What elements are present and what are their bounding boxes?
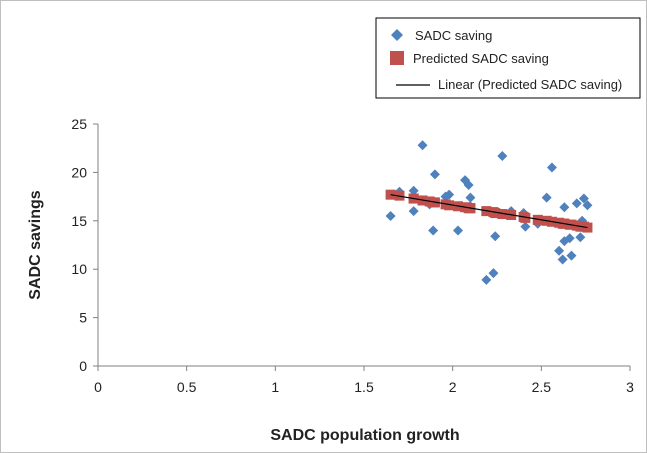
data-point-sadc-saving bbox=[575, 232, 586, 243]
legend: SADC saving Predicted SADC saving Linear… bbox=[375, 17, 641, 99]
legend-label-sadc-saving: SADC saving bbox=[415, 28, 492, 43]
axes bbox=[97, 124, 630, 367]
data-point-predicted-sadc-saving bbox=[444, 200, 455, 211]
data-point-predicted-sadc-saving bbox=[497, 209, 508, 220]
legend-label-trendline: Linear (Predicted SADC saving) bbox=[438, 77, 622, 92]
data-point-sadc-saving bbox=[582, 200, 593, 211]
data-point-sadc-saving bbox=[566, 250, 577, 261]
data-point-sadc-saving bbox=[554, 245, 565, 256]
x-tick-label: 0 bbox=[94, 379, 102, 395]
data-point-sadc-saving bbox=[444, 189, 455, 200]
y-axis-title: SADC savings bbox=[27, 190, 44, 299]
data-point-sadc-saving bbox=[463, 179, 474, 190]
y-tick-label: 15 bbox=[71, 213, 87, 229]
data-point-sadc-saving bbox=[408, 206, 419, 217]
data-point-sadc-saving bbox=[408, 185, 419, 196]
y-tick-label: 20 bbox=[71, 164, 87, 180]
data-point-sadc-saving bbox=[559, 202, 570, 213]
legend-marker-predicted-sadc-saving bbox=[390, 51, 404, 65]
y-tick-label: 25 bbox=[71, 116, 87, 132]
x-tick-labels: 0 0.5 1 1.5 2 2.5 3 bbox=[94, 379, 634, 395]
data-point-sadc-saving bbox=[578, 193, 589, 204]
y-tick-labels: 0 5 10 15 20 25 bbox=[71, 116, 87, 374]
data-point-sadc-saving bbox=[546, 162, 557, 173]
x-axis-title: SADC population growth bbox=[270, 427, 459, 444]
data-point-sadc-saving bbox=[428, 225, 439, 236]
y-tick-label: 0 bbox=[79, 358, 87, 374]
data-point-sadc-saving bbox=[541, 192, 552, 203]
x-tick-label: 1.5 bbox=[354, 379, 374, 395]
y-tick-label: 10 bbox=[71, 261, 87, 277]
data-point-predicted-sadc-saving bbox=[520, 212, 531, 223]
x-tick-label: 1 bbox=[271, 379, 279, 395]
data-point-sadc-saving bbox=[429, 169, 440, 180]
y-tick-label: 5 bbox=[79, 310, 87, 326]
data-point-sadc-saving bbox=[488, 268, 499, 279]
tick-marks bbox=[93, 123, 631, 371]
x-tick-label: 0.5 bbox=[177, 379, 197, 395]
data-point-predicted-sadc-saving bbox=[490, 208, 501, 219]
legend-marker-sadc-saving bbox=[391, 29, 403, 41]
data-point-sadc-saving bbox=[497, 150, 508, 161]
data-point-sadc-saving bbox=[490, 231, 501, 242]
data-point-sadc-saving bbox=[564, 233, 575, 244]
legend-label-predicted-sadc-saving: Predicted SADC saving bbox=[413, 51, 549, 66]
data-point-sadc-saving bbox=[557, 254, 568, 265]
data-point-sadc-saving bbox=[481, 274, 492, 285]
x-tick-label: 3 bbox=[626, 379, 634, 395]
data-point-sadc-saving bbox=[385, 210, 396, 221]
data-point-sadc-saving bbox=[452, 225, 463, 236]
data-point-sadc-saving bbox=[465, 192, 476, 203]
trendline-linear-predicted bbox=[390, 194, 588, 229]
data-point-sadc-saving bbox=[571, 198, 582, 209]
data-point-sadc-saving bbox=[417, 140, 428, 151]
x-tick-label: 2 bbox=[449, 379, 457, 395]
x-tick-label: 2.5 bbox=[532, 379, 552, 395]
data-point-sadc-saving bbox=[520, 221, 531, 232]
